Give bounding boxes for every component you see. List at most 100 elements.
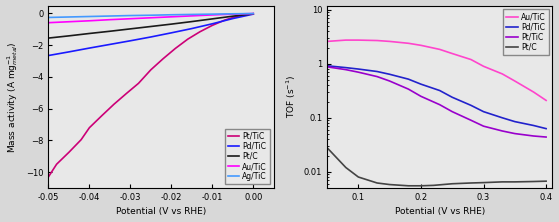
Ag/TiC: [188, 13, 195, 16]
Au/TiC: [148, 16, 154, 19]
Pt/C: [430, 184, 437, 187]
Pt/C: [168, 23, 174, 26]
Pt/C: [148, 25, 154, 28]
Au/TiC: [418, 44, 424, 47]
Au/TiC: [405, 42, 412, 45]
Pt/TiC: [355, 71, 362, 73]
Pt/C: [65, 35, 72, 37]
Au/TiC: [65, 20, 72, 23]
Pt/TiC: [86, 126, 93, 129]
Pt/TiC: [221, 19, 228, 22]
Au/TiC: [86, 20, 93, 22]
Pd/TiC: [418, 83, 424, 85]
Pt/C: [355, 176, 362, 178]
Pt/TiC: [543, 136, 549, 138]
Pt/C: [343, 166, 349, 169]
Pt/TiC: [53, 163, 60, 166]
Ag/TiC: [250, 12, 257, 15]
Pt/C: [324, 146, 330, 149]
Pt/C: [250, 12, 257, 15]
Pt/TiC: [511, 132, 518, 135]
Pt/C: [209, 18, 216, 20]
Pd/TiC: [530, 124, 537, 127]
Au/TiC: [499, 73, 506, 75]
Pt/TiC: [45, 176, 52, 178]
Pt/TiC: [123, 92, 130, 95]
Pt/TiC: [111, 103, 117, 106]
Au/TiC: [530, 91, 537, 93]
Pt/C: [468, 182, 475, 184]
Au/TiC: [229, 13, 236, 16]
Pt/TiC: [449, 110, 456, 113]
Pt/TiC: [78, 138, 84, 141]
Pd/TiC: [405, 78, 412, 81]
Pt/TiC: [324, 65, 330, 68]
Line: Pt/C: Pt/C: [327, 148, 546, 186]
Line: Au/TiC: Au/TiC: [327, 40, 546, 100]
Pt/TiC: [160, 57, 167, 60]
Pt/TiC: [480, 125, 487, 127]
Legend: Au/TiC, Pd/TiC, Pt/TiC, Pt/C: Au/TiC, Pd/TiC, Pt/TiC, Pt/C: [503, 9, 548, 55]
Au/TiC: [250, 12, 257, 15]
Pt/TiC: [197, 30, 203, 33]
Au/TiC: [45, 21, 52, 24]
Pd/TiC: [480, 110, 487, 113]
Au/TiC: [543, 99, 549, 102]
Pt/TiC: [209, 24, 216, 27]
Pd/TiC: [499, 117, 506, 119]
Pd/TiC: [386, 73, 393, 76]
Pt/TiC: [343, 68, 349, 71]
Au/TiC: [355, 39, 362, 42]
Pt/TiC: [135, 82, 142, 85]
Au/TiC: [374, 39, 381, 42]
Ag/TiC: [45, 16, 52, 19]
Pd/TiC: [229, 17, 236, 20]
Pt/C: [86, 32, 93, 35]
Line: Pt/TiC: Pt/TiC: [327, 67, 546, 137]
Pd/TiC: [437, 89, 443, 92]
Au/TiC: [127, 17, 134, 20]
Pt/TiC: [499, 130, 506, 132]
Pt/C: [405, 184, 412, 187]
Line: Pt/TiC: Pt/TiC: [49, 14, 253, 177]
Pd/TiC: [511, 120, 518, 123]
Pd/TiC: [107, 43, 113, 46]
Pt/TiC: [184, 38, 191, 41]
Pt/C: [530, 180, 537, 183]
Pt/C: [229, 15, 236, 18]
Pt/TiC: [418, 95, 424, 98]
X-axis label: Potential (V vs RHE): Potential (V vs RHE): [116, 207, 206, 216]
Pt/TiC: [148, 68, 154, 71]
Au/TiC: [437, 48, 443, 51]
Pt/C: [374, 182, 381, 184]
Au/TiC: [449, 52, 456, 55]
Ag/TiC: [148, 14, 154, 17]
Au/TiC: [386, 40, 393, 43]
Pd/TiC: [343, 66, 349, 69]
Pt/C: [418, 184, 424, 187]
Pt/TiC: [65, 151, 72, 154]
Pt/TiC: [468, 119, 475, 122]
Ag/TiC: [127, 14, 134, 17]
Pt/C: [386, 183, 393, 186]
Pd/TiC: [250, 13, 257, 16]
Ag/TiC: [86, 15, 93, 18]
Ag/TiC: [107, 15, 113, 17]
Pt/TiC: [234, 15, 240, 18]
Pt/C: [499, 180, 506, 183]
Pt/TiC: [437, 103, 443, 106]
Pd/TiC: [86, 47, 93, 50]
Pt/TiC: [172, 47, 179, 50]
Pt/TiC: [405, 88, 412, 90]
Ag/TiC: [65, 16, 72, 18]
Au/TiC: [209, 14, 216, 16]
Au/TiC: [511, 80, 518, 82]
Au/TiC: [480, 65, 487, 68]
Pt/C: [449, 182, 456, 185]
Au/TiC: [107, 18, 113, 21]
Pd/TiC: [209, 22, 216, 25]
Au/TiC: [188, 14, 195, 17]
Pd/TiC: [65, 51, 72, 53]
Ag/TiC: [168, 13, 174, 16]
Pd/TiC: [468, 104, 475, 107]
